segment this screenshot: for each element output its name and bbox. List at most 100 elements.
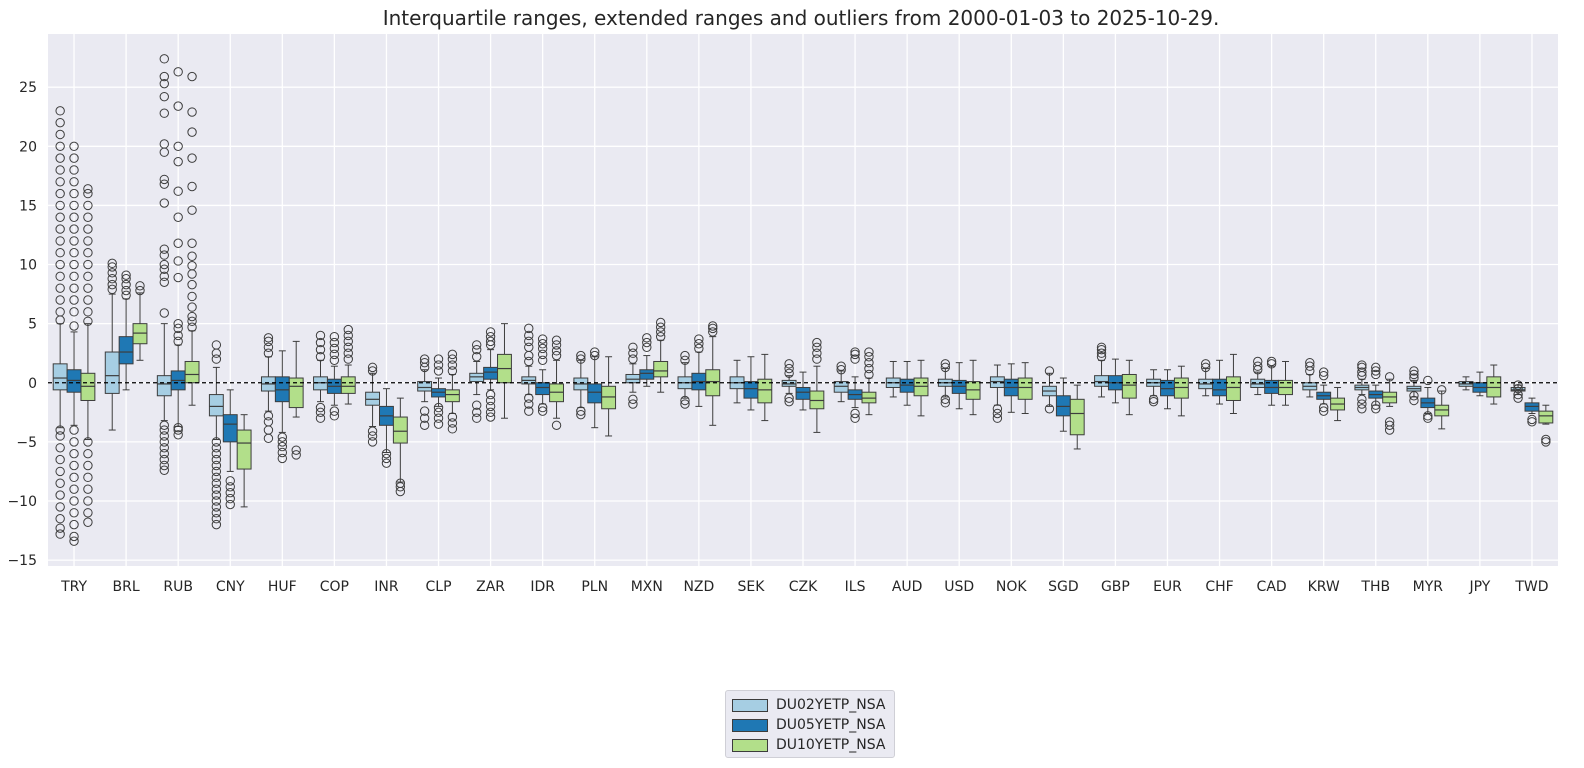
outlier-point bbox=[642, 337, 652, 348]
outlier-point bbox=[1513, 383, 1523, 394]
x-tick-label: SEK bbox=[737, 579, 765, 595]
outlier-point bbox=[343, 348, 353, 358]
box bbox=[392, 416, 408, 444]
box bbox=[52, 363, 68, 391]
x-axis: TRY BRL RUB CNY HUF COP INR CLP ZAR IDR PLN MXN NZD S… bbox=[60, 579, 1548, 595]
outlier-point bbox=[367, 426, 378, 436]
outlier-point bbox=[277, 453, 288, 464]
legend-item[interactable]: DU10YETP_NSA bbox=[732, 735, 888, 755]
outlier-point bbox=[395, 478, 406, 488]
outlier-point bbox=[524, 399, 534, 409]
outlier-point bbox=[173, 425, 183, 435]
outlier-point bbox=[812, 348, 822, 358]
outlier-point bbox=[263, 336, 274, 347]
box bbox=[208, 394, 224, 417]
outlier-point bbox=[187, 291, 197, 302]
outlier-point bbox=[55, 466, 65, 477]
outlier-point bbox=[83, 437, 93, 447]
outlier-point bbox=[447, 418, 458, 428]
outlier-point bbox=[173, 156, 183, 167]
outlier-point bbox=[419, 357, 430, 368]
outlier-point bbox=[447, 366, 458, 376]
outlier-point bbox=[83, 248, 93, 258]
outlier-point bbox=[850, 349, 860, 360]
outlier-point bbox=[83, 508, 93, 518]
outlier-point bbox=[83, 460, 93, 471]
outlier-point bbox=[590, 350, 600, 361]
legend-item[interactable]: DU02YETP_NSA bbox=[732, 695, 888, 715]
x-tick-label: THB bbox=[1360, 579, 1390, 595]
outlier-point bbox=[472, 340, 482, 350]
outlier-point bbox=[1318, 402, 1329, 413]
outlier-point bbox=[225, 499, 235, 510]
outlier-point bbox=[836, 365, 846, 375]
legend-item[interactable]: DU05YETP_NSA bbox=[732, 715, 888, 735]
outlier-point bbox=[187, 238, 197, 248]
outlier-point bbox=[173, 238, 183, 248]
outlier-point bbox=[1096, 348, 1107, 358]
outlier-point bbox=[395, 482, 406, 492]
outlier-point bbox=[55, 106, 65, 116]
boxes-layer bbox=[52, 54, 1554, 546]
outlier-point bbox=[159, 443, 169, 453]
outlier-point bbox=[159, 174, 169, 185]
x-tick-label: CZK bbox=[789, 579, 818, 595]
outlier-point bbox=[472, 413, 482, 423]
box bbox=[653, 360, 669, 378]
outlier-point bbox=[55, 129, 65, 140]
outlier-point bbox=[55, 478, 65, 488]
outlier-point bbox=[447, 360, 458, 370]
outlier-point bbox=[159, 420, 169, 431]
outlier-point bbox=[69, 496, 79, 506]
outlier-point bbox=[69, 248, 79, 258]
x-tick-label: TRY bbox=[60, 579, 87, 595]
outlier-point bbox=[83, 200, 93, 211]
outlier-point bbox=[173, 212, 183, 222]
outlier-point bbox=[55, 283, 65, 293]
outlier-point bbox=[83, 496, 93, 506]
outlier-point bbox=[159, 244, 169, 254]
outlier-point bbox=[472, 407, 482, 418]
y-axis: −15 −10 −5 0 5 10 15 20 25 bbox=[7, 80, 37, 569]
outlier-point bbox=[315, 407, 326, 418]
box bbox=[705, 369, 721, 397]
outlier-point bbox=[1200, 362, 1211, 373]
outlier-point bbox=[694, 334, 704, 344]
x-tick-label: COP bbox=[320, 579, 349, 595]
gridlines bbox=[48, 34, 1558, 566]
outlier-point bbox=[159, 460, 169, 471]
outlier-point bbox=[173, 101, 183, 111]
outlier-point bbox=[655, 317, 666, 328]
chart-title: Interquartile ranges, extended ranges an… bbox=[383, 6, 1220, 30]
outlier-point bbox=[367, 431, 378, 441]
outlier-point bbox=[485, 327, 496, 337]
x-tick-label: CLP bbox=[426, 579, 452, 595]
outlier-point bbox=[524, 330, 534, 341]
outlier-point bbox=[83, 307, 93, 317]
box bbox=[236, 429, 252, 470]
box bbox=[1069, 398, 1085, 436]
outlier-point bbox=[55, 529, 65, 539]
outlier-point bbox=[55, 224, 65, 234]
box bbox=[757, 378, 773, 404]
outlier-point bbox=[343, 330, 353, 341]
outlier-point bbox=[211, 478, 222, 488]
outlier-point bbox=[433, 407, 444, 418]
outlier-point bbox=[381, 448, 392, 459]
outlier-point bbox=[135, 285, 145, 296]
outlier-point bbox=[447, 354, 458, 364]
outlier-point bbox=[680, 399, 690, 409]
outlier-point bbox=[107, 279, 117, 290]
outlier-point bbox=[159, 308, 169, 318]
x-tick-label: CNY bbox=[216, 579, 245, 595]
outlier-point bbox=[485, 336, 496, 347]
outlier-point bbox=[211, 460, 222, 471]
outlier-point bbox=[263, 348, 274, 358]
outlier-point bbox=[940, 362, 951, 373]
outlier-point bbox=[225, 488, 235, 498]
y-tick-label: 0 bbox=[28, 376, 37, 392]
outlier-point bbox=[628, 348, 638, 358]
outlier-point bbox=[159, 264, 169, 274]
outlier-point bbox=[173, 330, 183, 341]
outlier-point bbox=[1371, 362, 1381, 373]
